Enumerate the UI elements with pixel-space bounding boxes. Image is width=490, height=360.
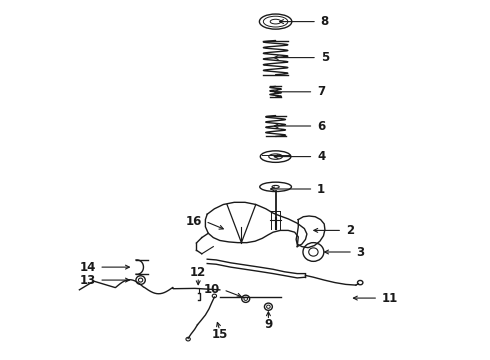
Text: 13: 13 — [79, 274, 96, 287]
Text: 4: 4 — [317, 150, 325, 163]
Text: 10: 10 — [203, 283, 220, 296]
Text: 6: 6 — [317, 120, 325, 132]
Text: 1: 1 — [317, 183, 325, 195]
Text: 5: 5 — [320, 51, 329, 64]
Text: 7: 7 — [317, 85, 325, 98]
Text: 11: 11 — [382, 292, 398, 305]
Text: 14: 14 — [79, 261, 96, 274]
Text: 16: 16 — [185, 215, 202, 228]
Text: 15: 15 — [212, 328, 228, 341]
Text: 2: 2 — [346, 224, 354, 237]
Text: 8: 8 — [320, 15, 329, 28]
Text: 9: 9 — [264, 318, 272, 331]
Text: 12: 12 — [190, 266, 206, 279]
Text: 3: 3 — [357, 246, 365, 258]
